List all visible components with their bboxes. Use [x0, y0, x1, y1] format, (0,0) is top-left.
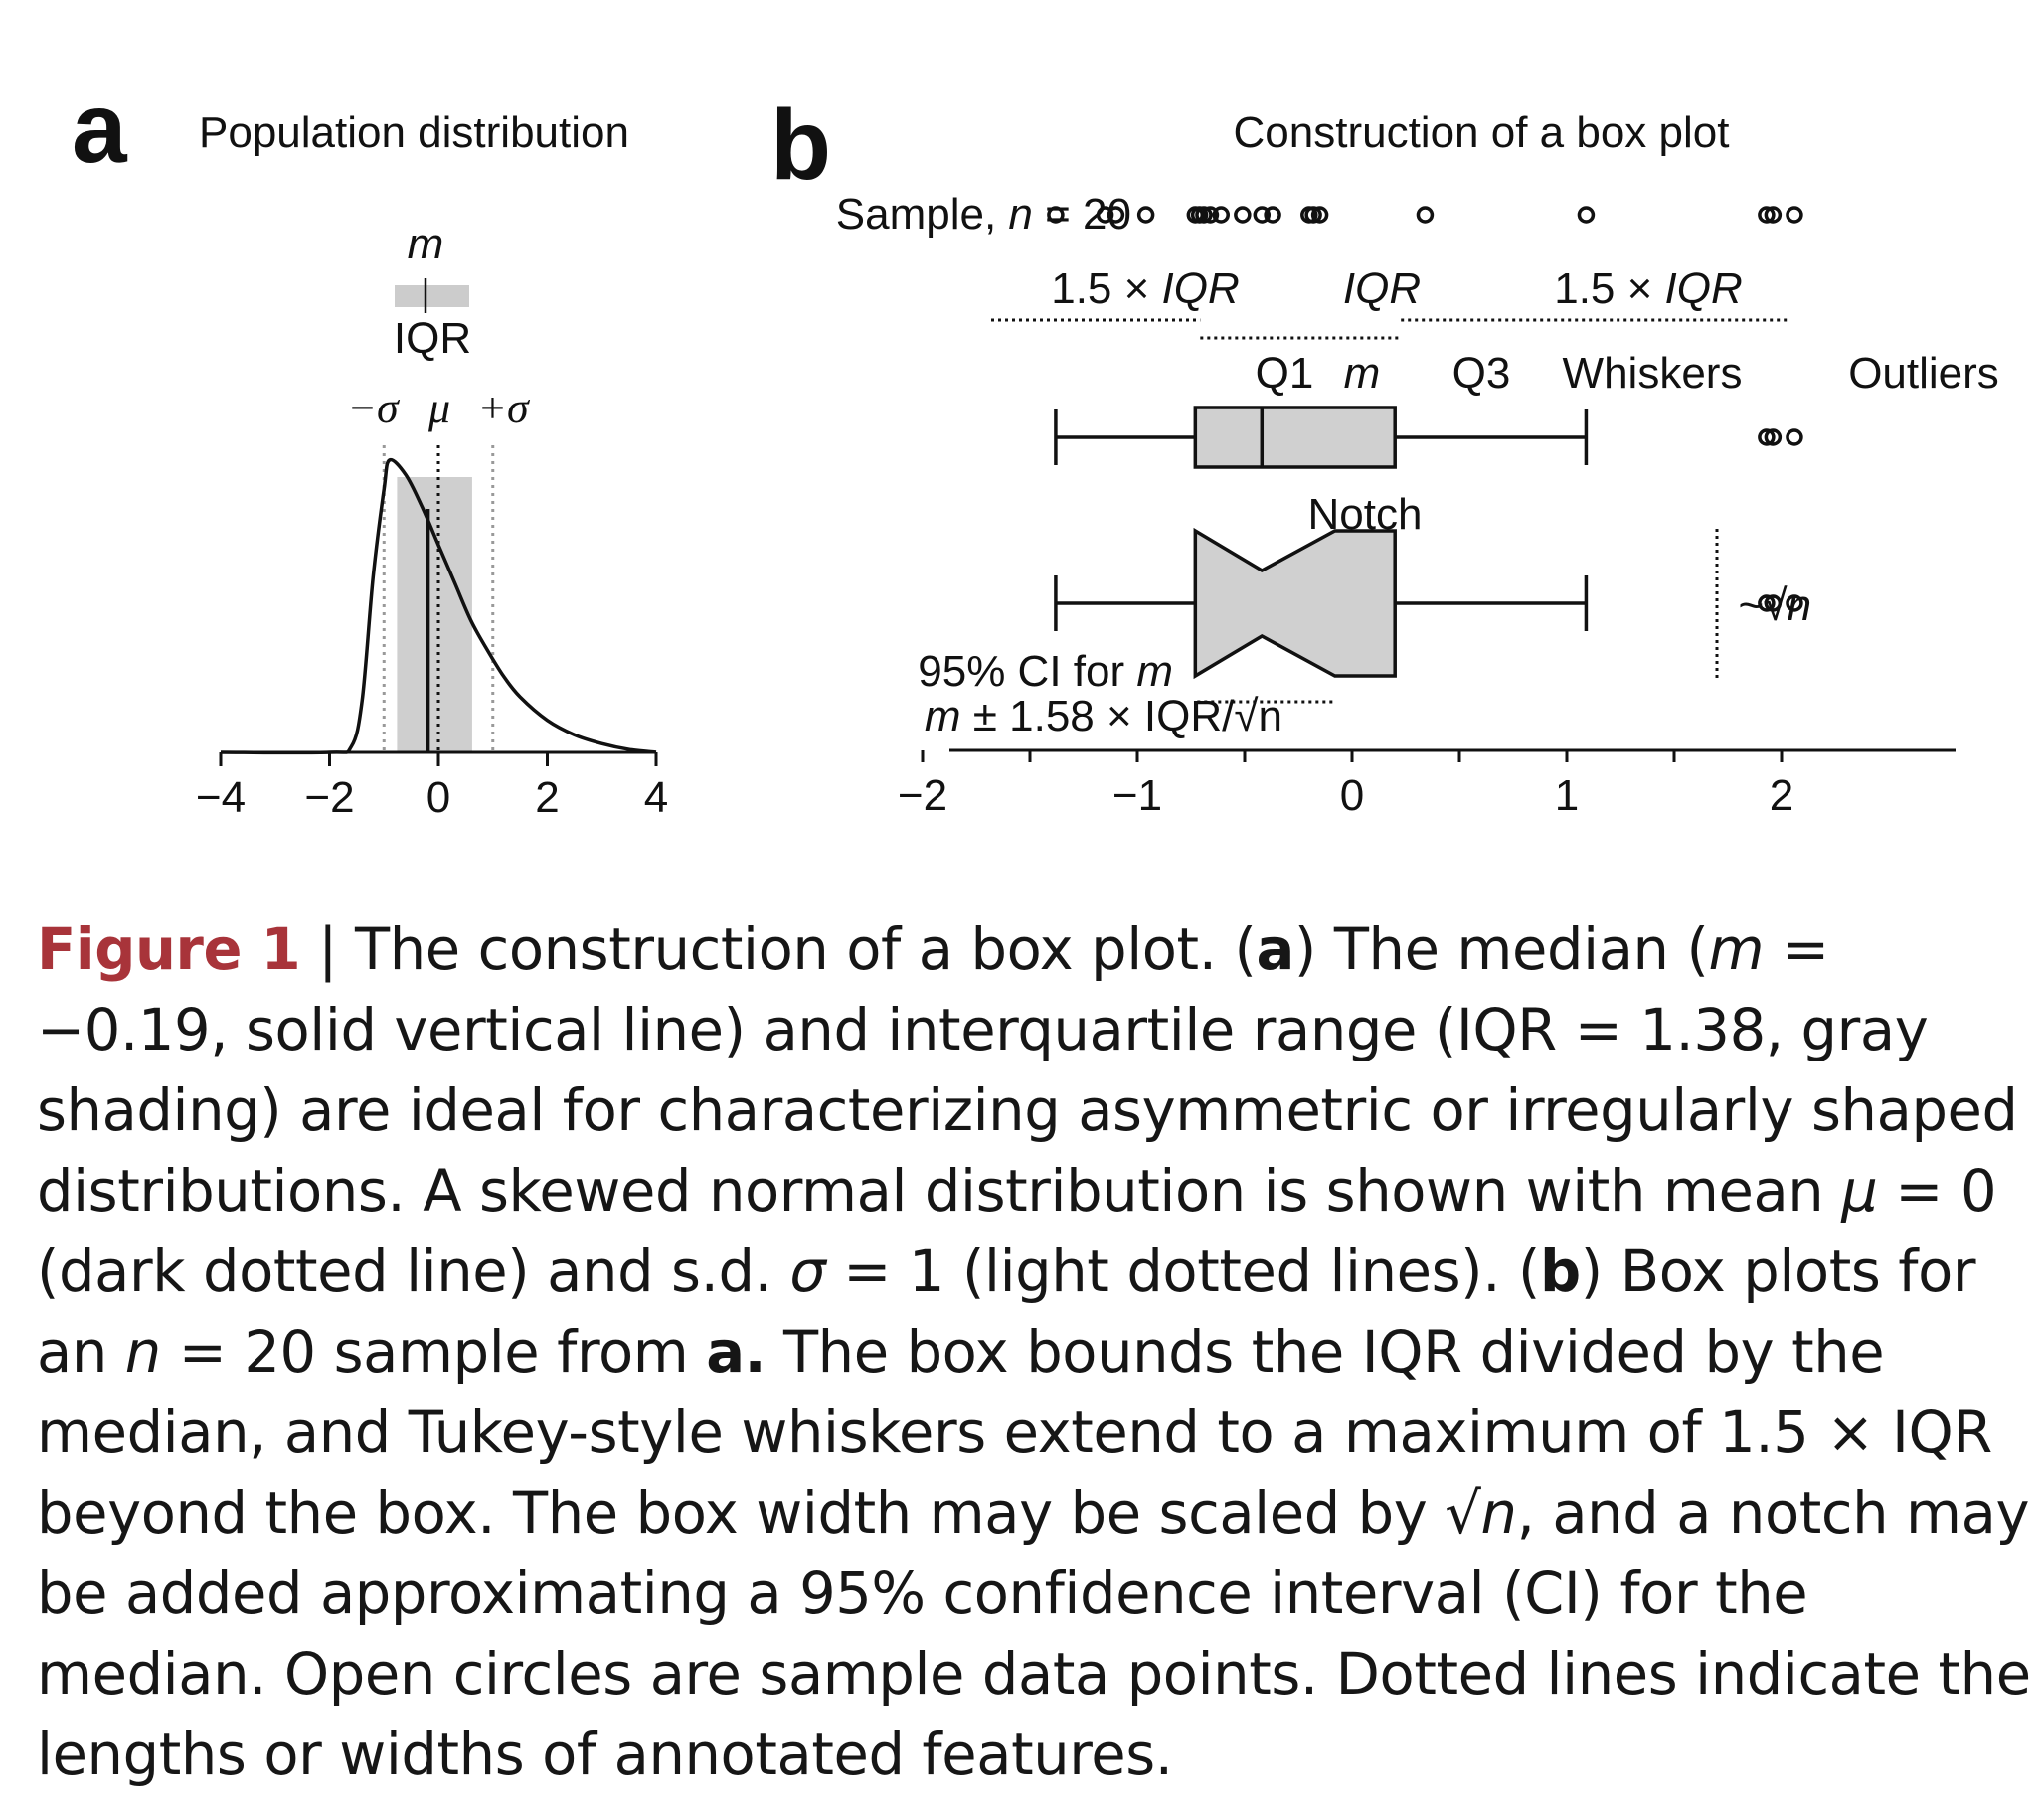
- panel-b: b Construction of a box plot Sample, n =…: [770, 89, 1999, 820]
- panel-b-ticks: −2 −1 0 1 2: [898, 750, 1793, 820]
- sample-point: [1234, 206, 1252, 224]
- panel-a-ticks: −4 −2 0 2 4: [196, 752, 668, 822]
- box-plot-notched: [1054, 527, 1589, 680]
- outlier-point: [1758, 428, 1776, 446]
- caption-text: = 20 sample from: [160, 1319, 707, 1386]
- caption-panel-ref: a.: [706, 1319, 766, 1386]
- sample-point: [1416, 206, 1435, 224]
- sqrt-n-label: ~√n: [1738, 581, 1811, 630]
- sample-point: [1764, 206, 1783, 224]
- caption-symbol: n: [124, 1319, 161, 1386]
- figure-label: Figure 1: [37, 916, 301, 983]
- mu-label: μ: [427, 384, 450, 432]
- caption-separator: |: [300, 916, 355, 983]
- caption-text: The box bounds the IQR divided by the me…: [37, 1319, 1992, 1547]
- caption-symbol: σ: [789, 1238, 826, 1305]
- sample-label: Sample, n = 20: [836, 190, 1131, 239]
- minus-sigma-label: −σ: [347, 384, 401, 432]
- x-tick-label: −4: [196, 773, 246, 822]
- sample-points: [1047, 206, 1803, 224]
- sample-point: [1264, 206, 1281, 224]
- outliers-row-2: [1758, 594, 1803, 612]
- caption-symbol: n: [1480, 1480, 1517, 1547]
- sample-point: [1758, 206, 1776, 224]
- outlier-point: [1758, 594, 1776, 612]
- x-tick-label: −2: [898, 771, 947, 820]
- panel-a-title: Population distribution: [199, 108, 629, 157]
- figure-1: a Population distribution m IQR −σ μ +σ …: [0, 0, 2044, 875]
- outliers-row-1: [1758, 428, 1803, 446]
- sample-point: [1577, 206, 1596, 224]
- sample-point: [1310, 206, 1329, 224]
- iqr-box: [1193, 406, 1397, 469]
- x-tick-label: 0: [1340, 771, 1364, 820]
- outlier-point: [1786, 428, 1803, 446]
- caption-panel-ref: b: [1540, 1238, 1581, 1305]
- density-curve: [220, 457, 657, 755]
- sample-point: [1047, 206, 1065, 224]
- ci-label-line1: 95% CI for m: [918, 647, 1173, 696]
- q3-label: Q3: [1452, 349, 1511, 398]
- x-tick-label: 2: [1770, 771, 1793, 820]
- x-tick-label: 0: [426, 773, 450, 822]
- sample-point: [1201, 206, 1220, 224]
- sample-point: [1212, 206, 1230, 224]
- plus-sigma-label: +σ: [477, 384, 531, 432]
- x-tick-label: −2: [304, 773, 354, 822]
- panel-a: a Population distribution m IQR −σ μ +σ …: [72, 73, 668, 822]
- figure-svg: a Population distribution m IQR −σ μ +σ …: [72, 73, 1999, 822]
- sample-point: [1253, 206, 1272, 224]
- outlier-point: [1786, 594, 1803, 612]
- iqr-label: IQR: [394, 314, 471, 363]
- caption-text: ) The median (: [1293, 916, 1709, 983]
- x-tick-label: 1: [1555, 771, 1579, 820]
- caption-text: The construction of a box plot. (: [355, 916, 1257, 983]
- span-left-label: 1.5 × IQR: [1051, 264, 1240, 313]
- iqr-legend-bar: [395, 285, 469, 307]
- sample-point: [1304, 206, 1322, 224]
- x-tick-label: −1: [1112, 771, 1162, 820]
- caption-text: = −0.19, solid vertical line) and interq…: [37, 916, 2018, 1224]
- span-mid-label: IQR: [1343, 264, 1421, 313]
- span-right-label: 1.5 × IQR: [1554, 264, 1743, 313]
- caption-symbol: μ: [1841, 1158, 1878, 1224]
- caption-text: ) Box plots for an: [37, 1238, 1976, 1386]
- sample-point: [1786, 206, 1803, 224]
- sample-point: [1096, 206, 1114, 224]
- caption-text: = 0 (dark dotted line) and s.d.: [37, 1158, 1997, 1305]
- outlier-point: [1764, 594, 1783, 612]
- sample-point: [1107, 206, 1125, 224]
- sample-point: [1195, 206, 1213, 224]
- m-label: m: [1344, 349, 1381, 398]
- x-tick-label: 4: [644, 773, 668, 822]
- panel-b-title: Construction of a box plot: [1234, 108, 1730, 157]
- iqr-shading: [397, 477, 472, 752]
- figure-caption: Figure 1 | The construction of a box plo…: [37, 909, 2035, 1795]
- panel-a-letter: a: [72, 73, 128, 184]
- median-label: m: [408, 220, 444, 268]
- caption-panel-ref: a: [1256, 916, 1295, 983]
- x-tick-label: 2: [535, 773, 559, 822]
- sample-point: [1136, 206, 1155, 224]
- outliers-label: Outliers: [1848, 349, 1999, 398]
- ci-label-line2: m ± 1.58 × IQR/√n: [925, 692, 1282, 740]
- caption-text: = 1 (light dotted lines). (: [825, 1238, 1541, 1305]
- outlier-point: [1764, 428, 1783, 446]
- panel-b-letter: b: [770, 89, 831, 201]
- box-plot-standard: [1054, 406, 1589, 469]
- notched-box: [1193, 527, 1397, 680]
- caption-symbol: m: [1708, 916, 1765, 983]
- q1-label: Q1: [1256, 349, 1314, 398]
- whiskers-label: Whiskers: [1563, 349, 1743, 398]
